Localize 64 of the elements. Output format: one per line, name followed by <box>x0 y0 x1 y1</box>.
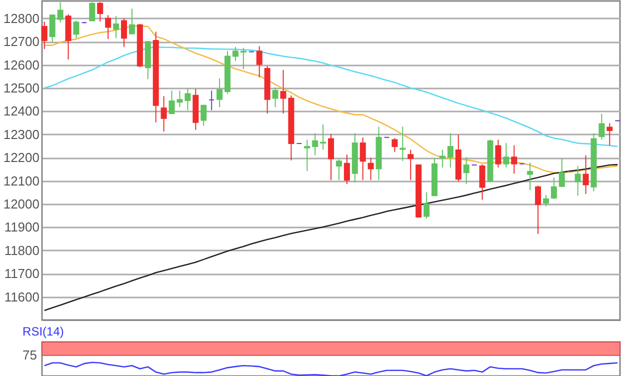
candlestick <box>511 144 518 174</box>
candlestick <box>534 185 541 234</box>
candlestick <box>121 18 128 48</box>
candlestick <box>304 139 310 172</box>
candlestick <box>57 2 64 24</box>
y-tick-label: 12200 <box>3 150 40 166</box>
y-tick-label: 12700 <box>3 34 40 50</box>
y-tick-label: 12500 <box>3 80 40 96</box>
line-series <box>44 164 618 312</box>
candlestick <box>606 122 613 146</box>
chart-title: RSI(14) <box>22 324 64 338</box>
candlestick <box>574 165 581 196</box>
candlestick <box>216 78 223 108</box>
candlestick <box>360 136 366 181</box>
candlestick <box>392 138 398 153</box>
y-tick-label: 12600 <box>3 57 40 72</box>
y-tick-label: 12000 <box>3 196 40 212</box>
candlestick <box>41 21 48 50</box>
candlestick <box>184 88 191 111</box>
candlestick <box>49 14 56 43</box>
y-tick-label: 12100 <box>3 173 40 188</box>
candlestick <box>408 149 414 181</box>
candlestick <box>439 149 446 168</box>
candlestick <box>105 14 112 40</box>
candlestick <box>328 134 334 181</box>
y-tick-label: 12300 <box>3 126 40 142</box>
candlestick <box>232 46 238 62</box>
candlestick <box>240 47 246 70</box>
candlestick <box>128 8 135 35</box>
candlestick <box>256 46 262 78</box>
candlestick <box>550 177 557 200</box>
candlestick <box>527 162 534 191</box>
candlestick <box>280 69 286 114</box>
candlestick <box>582 154 589 195</box>
y-tick-label: 12800 <box>3 10 40 26</box>
candlestick <box>97 2 104 22</box>
candlestick <box>463 156 470 185</box>
candlestick <box>503 142 510 168</box>
y-tick-label: 11600 <box>4 289 40 304</box>
candlestick <box>312 132 318 156</box>
candlestick <box>479 164 486 200</box>
candlestick <box>113 16 120 39</box>
candlestick <box>160 96 167 132</box>
candlestick <box>558 158 565 188</box>
y-tick-label: 11800 <box>4 242 40 258</box>
candlestick <box>320 124 326 150</box>
candlestick <box>208 90 215 111</box>
candlestick <box>424 192 430 220</box>
y-tick-label: 11900 <box>4 220 40 235</box>
candlestick <box>447 132 454 168</box>
candlestick <box>73 20 80 39</box>
band-label: 75 <box>22 347 37 362</box>
y-tick-label: 11700 <box>4 266 40 282</box>
candlestick <box>89 2 96 22</box>
y-tick-label: 12400 <box>3 104 40 119</box>
candlestick <box>200 104 207 126</box>
candlestick <box>542 194 549 207</box>
candlestick <box>336 158 342 181</box>
candlestick <box>272 86 278 108</box>
line-series <box>44 46 618 148</box>
candlestick <box>598 113 605 140</box>
candlestick <box>368 157 374 181</box>
candlestick <box>344 154 350 185</box>
candlestick <box>495 139 502 168</box>
